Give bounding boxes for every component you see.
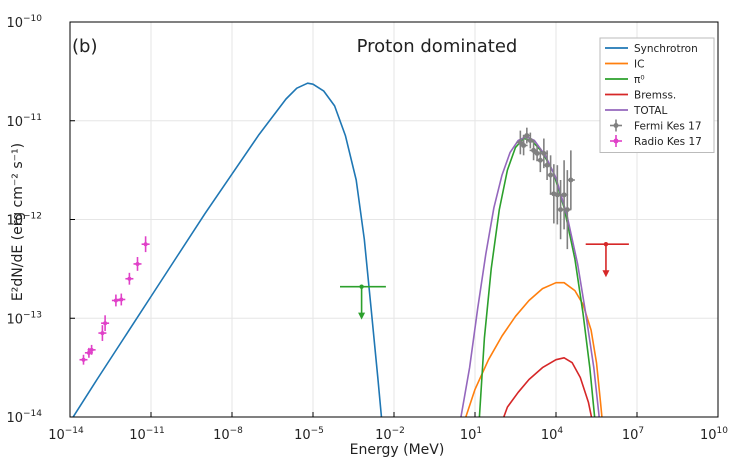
fermi-point <box>537 157 543 163</box>
x-tick-exponent: 10 <box>717 426 729 436</box>
x-tick-exponent: 7 <box>638 426 644 436</box>
legend-swatch-dot <box>613 138 619 144</box>
x-tick-exponent: −14 <box>65 426 84 436</box>
green-limit-point <box>359 284 364 289</box>
x-tick-label: 101 <box>460 426 482 443</box>
fermi-point <box>561 192 567 198</box>
fermi-point <box>531 147 537 153</box>
x-axis-label: Energy (MeV) <box>350 442 445 458</box>
fermi-point <box>521 142 527 148</box>
x-tick-exponent: −2 <box>392 426 405 436</box>
x-tick-label: 10−14 <box>48 426 84 443</box>
fermi-point <box>558 207 564 213</box>
radio-point <box>103 321 108 326</box>
x-tick-label: 10−5 <box>294 426 324 443</box>
x-tick-label: 107 <box>622 426 644 443</box>
radio-point <box>143 242 148 247</box>
radio-point <box>119 297 124 302</box>
x-tick-label: 1010 <box>700 426 728 443</box>
radio-point <box>135 261 140 266</box>
y-tick-label: 10−11 <box>6 113 42 130</box>
x-tick-exponent: −5 <box>311 426 324 436</box>
x-tick-label: 10−11 <box>129 426 165 443</box>
y-tick-exponent: −11 <box>23 113 42 123</box>
red-limit-arrow-head <box>602 270 610 278</box>
fermi-point <box>541 150 547 156</box>
green-limit-arrow-head <box>358 312 366 320</box>
y-tick-exponent: −14 <box>23 409 42 419</box>
red-limit-point <box>603 241 609 247</box>
radio-point <box>127 276 132 281</box>
series-line-- <box>478 137 596 417</box>
chart-title: Proton dominated <box>357 36 518 57</box>
fermi-point <box>564 207 570 213</box>
x-tick-exponent: 4 <box>557 426 563 436</box>
points-layer <box>79 127 629 365</box>
radio-point <box>89 347 94 352</box>
fermi-point <box>548 172 554 178</box>
legend-label: Synchrotron <box>634 43 698 55</box>
radio-point <box>100 331 105 336</box>
legend-label: Radio Kes 17 <box>634 136 702 148</box>
x-tick-exponent: 1 <box>476 426 482 436</box>
series-line-ic <box>464 281 603 417</box>
legend-label: π⁰ <box>634 74 645 86</box>
y-tick-exponent: −12 <box>23 212 42 222</box>
radio-point <box>81 357 86 362</box>
x-tick-label: 104 <box>541 426 564 443</box>
radio-point <box>113 298 118 303</box>
y-tick-label: 10−14 <box>6 409 42 426</box>
legend-label: Fermi Kes 17 <box>634 121 702 133</box>
y-tick-label: 10−10 <box>6 14 42 31</box>
y-tick-exponent: −10 <box>23 14 42 24</box>
x-tick-exponent: −8 <box>230 426 244 436</box>
fermi-point <box>554 192 560 198</box>
fermi-point <box>524 133 530 139</box>
panel-label: (b) <box>72 36 97 57</box>
x-tick-label: 10−8 <box>213 426 243 443</box>
fermi-point <box>517 139 523 145</box>
y-tick-label: 10−13 <box>6 310 42 327</box>
fermi-point <box>534 150 540 156</box>
x-tick-label: 10−2 <box>375 426 405 443</box>
y-tick-exponent: −13 <box>23 310 42 320</box>
legend-label: IC <box>634 59 644 71</box>
y-axis-label: E²dN/dE (erg cm⁻² s⁻¹) <box>10 143 26 301</box>
radio-point <box>86 350 91 355</box>
fermi-point <box>544 162 550 168</box>
series-line-synchrotron <box>72 82 383 417</box>
series-line-bremss- <box>502 357 593 417</box>
fermi-point <box>527 138 533 143</box>
series-layer <box>72 82 603 417</box>
x-tick-exponent: −11 <box>146 426 165 436</box>
legend: Synchrotron IC π⁰ Bremss. TOTAL Fermi Kes 17 R… <box>599 37 715 153</box>
legend-label: Bremss. <box>634 90 676 102</box>
legend-swatch-dot <box>613 123 619 128</box>
fermi-point <box>568 177 574 183</box>
legend-label: TOTAL <box>633 105 667 117</box>
